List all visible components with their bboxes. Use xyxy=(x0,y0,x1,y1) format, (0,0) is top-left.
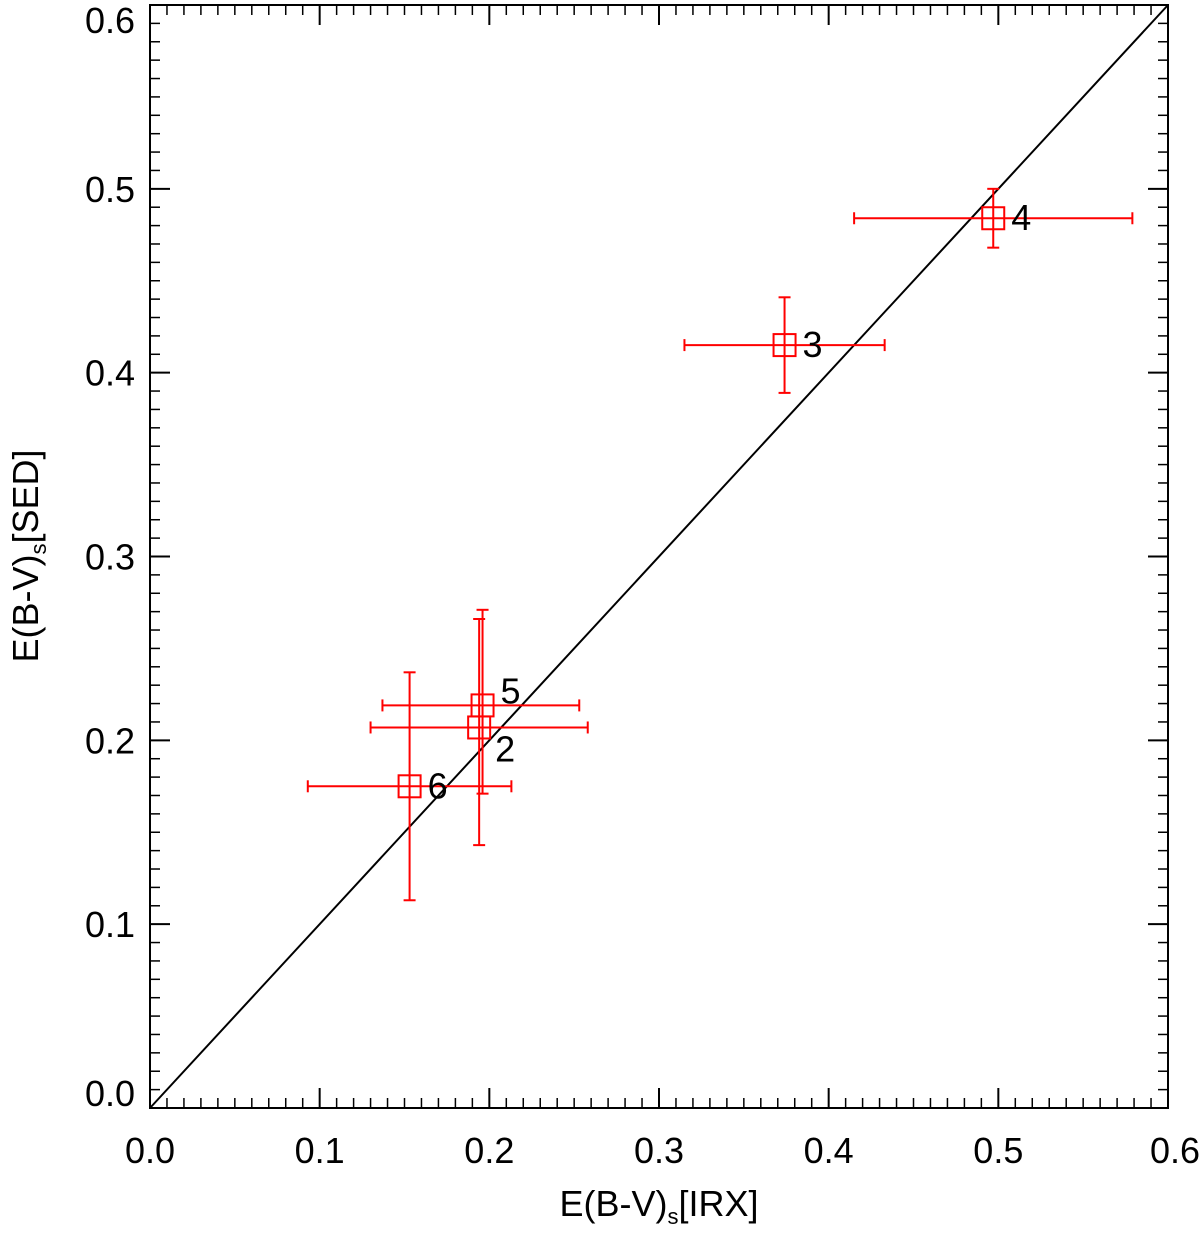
point-marker xyxy=(981,206,1006,231)
x-tick-label: 0.2 xyxy=(464,1130,514,1171)
data-points: 2 3 4 5 6 xyxy=(306,187,1134,902)
x-tick-label: 0.3 xyxy=(634,1130,684,1171)
major-ticks xyxy=(149,4,1169,1109)
data-point-4: 4 xyxy=(853,187,1134,249)
y-tick-label: 0.6 xyxy=(85,0,135,41)
x-tick-label: 0.0 xyxy=(125,1130,175,1171)
y-tick-label: 0.3 xyxy=(85,537,135,578)
point-label: 5 xyxy=(501,670,521,711)
y-tick-label: 0.0 xyxy=(85,1073,135,1114)
x-tick-label: 0.1 xyxy=(295,1130,345,1171)
point-marker xyxy=(470,693,495,718)
point-marker xyxy=(772,333,797,358)
one-to-one-line xyxy=(149,4,1169,1109)
data-point-2: 2 xyxy=(369,618,589,847)
point-marker xyxy=(397,774,422,799)
point-label: 4 xyxy=(1011,197,1031,238)
data-point-3: 3 xyxy=(683,296,886,394)
point-label: 3 xyxy=(803,324,823,365)
minor-ticks xyxy=(150,5,1168,1108)
x-tick-label: 0.4 xyxy=(804,1130,854,1171)
x-axis-title: E(B-V)s[IRX] xyxy=(559,1183,758,1229)
y-tick-label: 0.4 xyxy=(85,353,135,394)
x-tick-label: 0.5 xyxy=(973,1130,1023,1171)
data-point-6: 6 xyxy=(306,671,513,902)
y-tick-label: 0.5 xyxy=(85,169,135,210)
y-tick-labels: 0.0 0.1 0.2 0.3 0.4 0.5 0.6 xyxy=(85,0,135,1114)
data-point-5: 5 xyxy=(381,608,581,795)
y-tick-label: 0.2 xyxy=(85,720,135,761)
y-tick-label: 0.1 xyxy=(85,904,135,945)
point-label: 6 xyxy=(428,765,448,806)
y-axis-title: E(B-V)s[SED] xyxy=(5,449,51,662)
point-label: 2 xyxy=(495,728,515,769)
x-tick-labels: 0.0 0.1 0.2 0.3 0.4 0.5 0.6 xyxy=(125,1130,1200,1171)
x-tick-label: 0.6 xyxy=(1150,1130,1200,1171)
